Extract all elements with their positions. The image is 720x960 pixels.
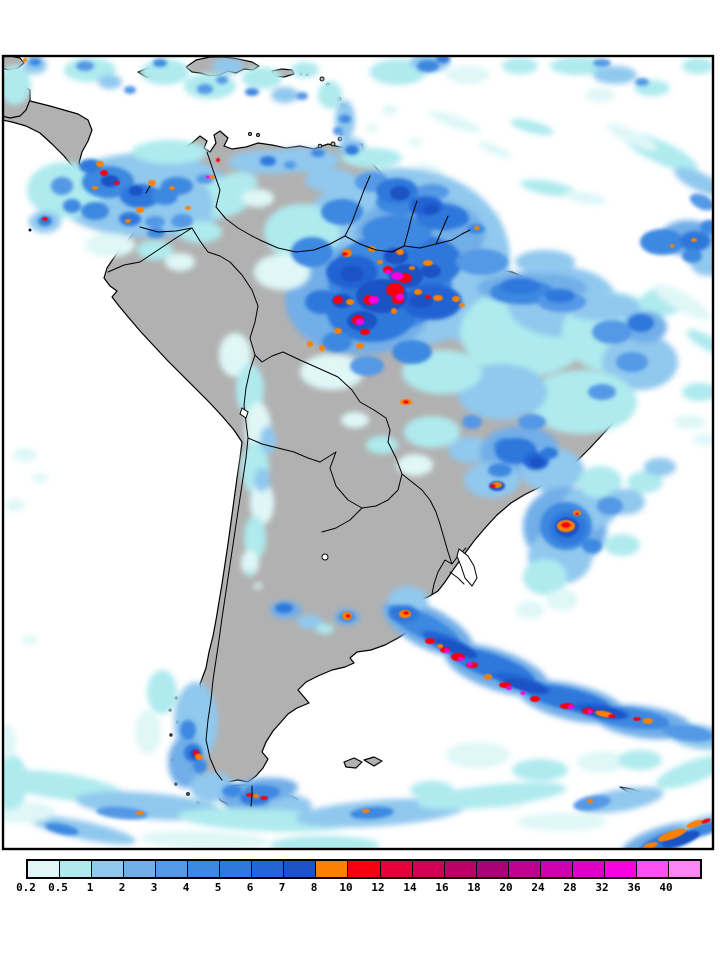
colorbar-cell (284, 861, 317, 877)
lakes-layer (239, 407, 478, 587)
colorbar-tick-label: 0.2 (16, 881, 36, 894)
colorbar-cell (444, 861, 477, 877)
colorbar-cell (604, 861, 637, 877)
colorbar-tick-label: 6 (246, 881, 254, 894)
colorbar-tick-label: 1 (86, 881, 94, 894)
lagoa-dos-patos (456, 548, 478, 587)
colorbar-tick-label: 5 (214, 881, 222, 894)
map-border-frame (1, 54, 715, 851)
colorbar-tick-label: 10 (339, 881, 353, 894)
colorbar-cell (220, 861, 253, 877)
colorbar-tick-label: 40 (659, 881, 673, 894)
colorbar-tick-label: 24 (531, 881, 545, 894)
colorbar-tick-label: 20 (499, 881, 513, 894)
colorbar-cell (156, 861, 189, 877)
precip-heavy-cells-layer (23, 58, 711, 848)
colorbar-cell (252, 861, 285, 877)
colorbar-tick-label: 12 (371, 881, 385, 894)
colorbar-cell (188, 861, 221, 877)
colorbar-cell (508, 861, 541, 877)
colorbar-cell (60, 861, 93, 877)
colorbar-cell (572, 861, 605, 877)
lake-mar-chiquita (321, 553, 329, 561)
colorbar-cell (412, 861, 445, 877)
colorbar-tick-label: 14 (403, 881, 417, 894)
colorbar-tick-label: 36 (627, 881, 641, 894)
colorbar-tick-label: 8 (310, 881, 318, 894)
colorbar-tick-label: 3 (150, 881, 158, 894)
colorbar-cell (348, 861, 381, 877)
lake-titicaca (239, 407, 249, 419)
colorbar-tick-label: 32 (595, 881, 609, 894)
colorbar-cell (92, 861, 125, 877)
colorbar-tick-label: 2 (118, 881, 126, 894)
colorbar-tick-label: 28 (563, 881, 577, 894)
colorbar-tick-label: 18 (467, 881, 481, 894)
colorbar-cell (124, 861, 157, 877)
colorbar-cell (540, 861, 573, 877)
colorbar-tick-label: 0.5 (48, 881, 68, 894)
colorbar-labels: 0.2 0.5 1 2 3 4 5 6 7 8 10 12 14 16 18 20 24 28 32 36 40 (16, 881, 720, 897)
colorbar-cell (28, 861, 61, 877)
colorbar-tick-label: 16 (435, 881, 449, 894)
colorbar-tick-label: 4 (182, 881, 190, 894)
country-borders-layer (107, 151, 471, 807)
colorbar-cell (476, 861, 509, 877)
colorbar-cell (316, 861, 349, 877)
colorbar-cells (26, 859, 702, 879)
colorbar-cell (636, 861, 669, 877)
colorbar-cell (668, 861, 700, 877)
colorbar-cell (380, 861, 413, 877)
colorbar-tick-label: 7 (278, 881, 286, 894)
color-scale-legend: 0.2 0.5 1 2 3 4 5 6 7 8 10 12 14 16 18 20 24 28 32 36 40 (0, 851, 720, 909)
falkland-islands (343, 756, 383, 769)
